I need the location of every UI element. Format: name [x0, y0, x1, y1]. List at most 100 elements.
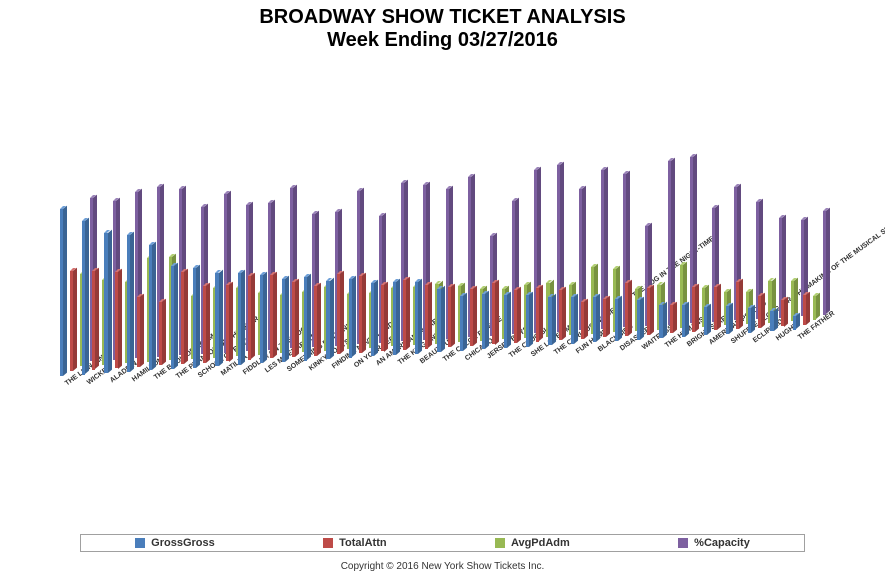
x-axis-label: WAITRESS — [641, 345, 645, 351]
bar — [415, 279, 422, 354]
bar — [536, 285, 543, 341]
bar — [603, 296, 610, 337]
legend-label-attn: TotalAttn — [339, 537, 386, 549]
bar — [670, 302, 677, 333]
bar — [823, 208, 830, 314]
bar — [781, 297, 788, 327]
x-axis-label: THE KING AND I — [397, 361, 401, 367]
bar — [548, 294, 555, 345]
bar — [736, 279, 743, 329]
bar — [526, 292, 533, 347]
x-axis-label: THE CRUCIBLE — [508, 354, 512, 360]
bar — [559, 287, 566, 340]
legend-item-attn: TotalAttn — [323, 537, 386, 549]
x-axis-label: DISASTER! — [619, 347, 623, 353]
bar — [571, 294, 578, 344]
bar — [127, 232, 134, 372]
x-axis-label: ALADDIN — [109, 379, 113, 385]
legend-item-avg: AvgPdAdm — [495, 537, 570, 549]
x-axis-label: HAMILTON — [131, 377, 135, 383]
bar — [371, 280, 378, 356]
bar — [704, 304, 711, 335]
page-title-2: Week Ending 03/27/2016 — [0, 29, 885, 52]
bar — [492, 280, 499, 345]
bar — [314, 283, 321, 356]
bar — [593, 294, 600, 342]
x-axis-label: JERSEY BOYS — [486, 355, 490, 361]
copyright: Copyright © 2016 New York Show Tickets I… — [0, 561, 885, 572]
bar — [470, 286, 477, 346]
bar — [149, 242, 156, 370]
bar — [460, 293, 467, 351]
legend: GrossGross TotalAttn AvgPdAdm %Capacity — [80, 534, 805, 552]
x-axis-label: THE LION KING — [64, 382, 68, 388]
x-axis-label: THE BOOK OF MORMON — [153, 376, 157, 382]
x-axis-label: THE COLOR PURPLE — [442, 358, 446, 364]
bar — [60, 206, 67, 376]
legend-swatch-attn — [323, 538, 333, 548]
legend-swatch-avg — [495, 538, 505, 548]
x-axis-label: ON YOUR FEET! — [353, 363, 357, 369]
legend-item-gross: GrossGross — [135, 537, 215, 549]
x-axis-label: ECLIPSED — [752, 338, 756, 344]
bar — [615, 296, 622, 341]
bar — [248, 273, 255, 359]
bar — [226, 282, 233, 362]
bar — [171, 263, 178, 369]
bar — [758, 293, 765, 328]
x-axis-label: KINKY BOOTS — [308, 366, 312, 372]
bar — [482, 291, 489, 349]
x-axis-label: SHE LOVES ME — [530, 352, 534, 358]
bar — [115, 269, 122, 369]
bar — [659, 302, 666, 338]
bar — [181, 269, 188, 364]
bar — [437, 286, 444, 352]
bar — [82, 218, 89, 374]
x-axis-label: AMERICAN PSYCHO — [708, 341, 712, 347]
bar — [203, 283, 210, 363]
legend-label-gross: GrossGross — [151, 537, 215, 549]
bar — [359, 273, 366, 353]
x-axis-label: SHUFFLE ALONG, OR, THE MAKING OF THE MUS… — [730, 340, 734, 346]
bar — [304, 274, 311, 360]
legend-swatch-gross — [135, 538, 145, 548]
bar — [714, 284, 721, 330]
bar — [215, 270, 222, 366]
x-axis-label: THE CURIOUS INCIDENT OF THE DOG IN THE N… — [553, 351, 557, 357]
x-axis-label: MATILDA — [220, 372, 224, 378]
bar — [292, 279, 299, 357]
bar — [326, 278, 333, 359]
x-axis-label: LES MISÉRABLES — [264, 369, 268, 375]
page-title-1: BROADWAY SHOW TICKET ANALYSIS — [0, 6, 885, 29]
x-axis-label: THE HUMANS — [664, 344, 668, 350]
bar — [260, 272, 267, 363]
legend-label-cap: %Capacity — [694, 537, 750, 549]
x-axis-label: BEAUTIFUL — [419, 359, 423, 365]
legend-item-cap: %Capacity — [678, 537, 750, 549]
x-axis-label: SCHOOL OF ROCK — [197, 373, 201, 379]
x-axis-label: SOMETHING ROTTEN! — [286, 368, 290, 374]
legend-label-avg: AvgPdAdm — [511, 537, 570, 549]
x-axis-label: CHICAGO — [464, 356, 468, 362]
bar — [393, 279, 400, 355]
bar — [793, 313, 800, 329]
bar — [625, 280, 632, 336]
bar — [425, 282, 432, 348]
x-axis-label: BRIGHT STAR — [686, 342, 690, 348]
bar — [770, 308, 777, 331]
bar — [748, 305, 755, 333]
x-axis-label: THE FATHER — [797, 335, 801, 341]
x-axis-label: WICKED — [86, 380, 90, 386]
bar — [682, 302, 689, 337]
bar — [803, 292, 810, 325]
bar — [504, 292, 511, 348]
legend-swatch-cap — [678, 538, 688, 548]
x-axis-label: THE PHANTOM OF THE OPERA — [175, 375, 179, 381]
bar — [349, 276, 356, 357]
x-axis-label: FINDING NEVERLAND — [331, 365, 335, 371]
bar — [159, 299, 166, 365]
bar — [637, 297, 644, 340]
bar — [514, 287, 521, 343]
bar — [70, 268, 77, 371]
bar — [137, 294, 144, 367]
